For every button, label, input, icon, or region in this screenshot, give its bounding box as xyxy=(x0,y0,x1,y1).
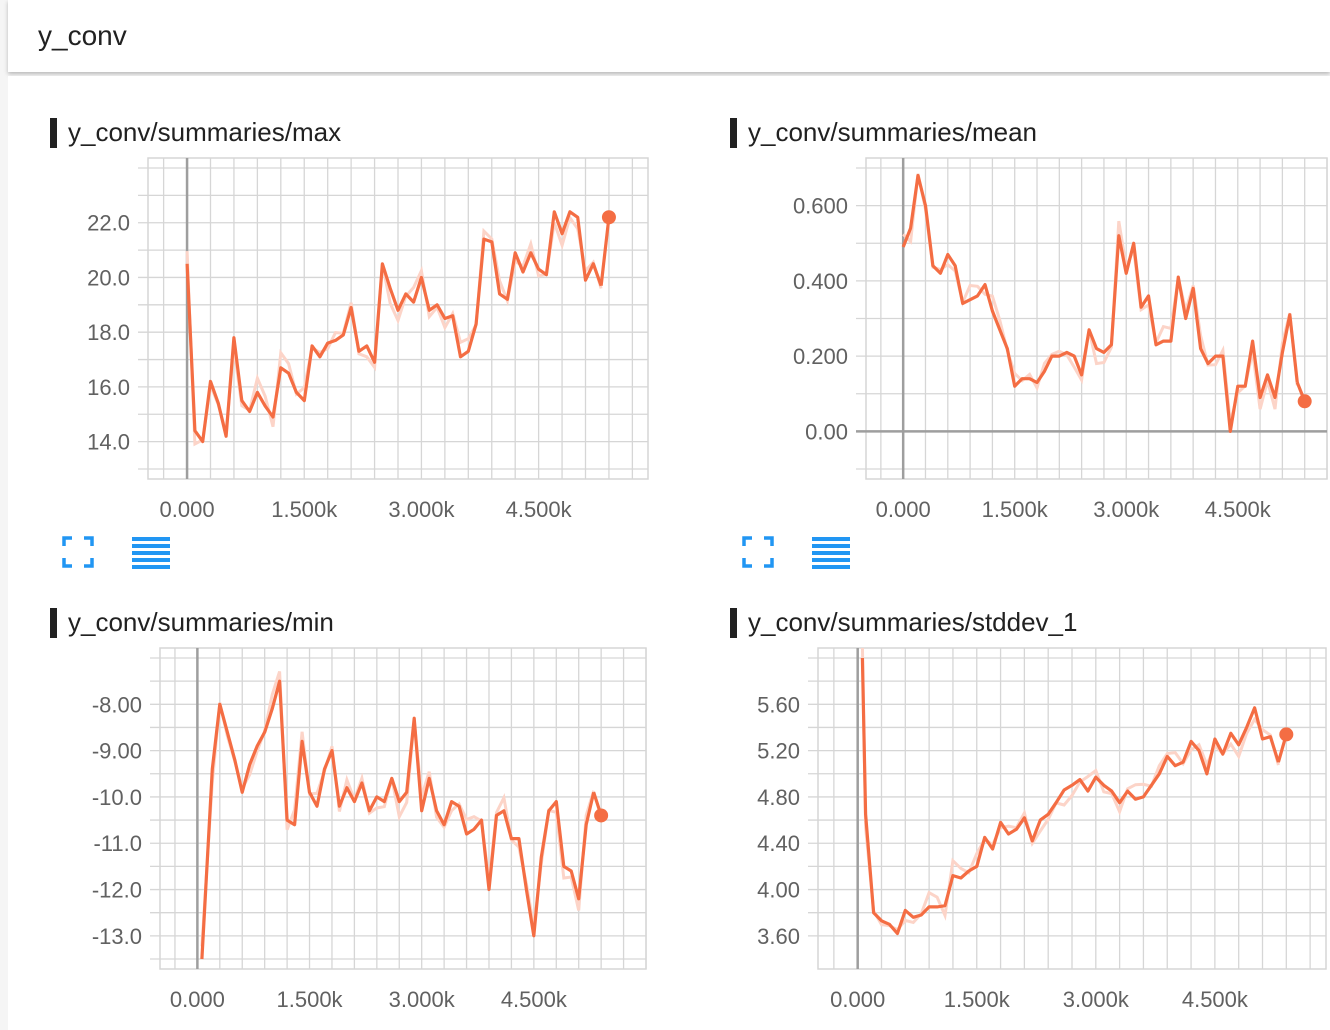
grid xyxy=(150,648,647,969)
data-icon-bar xyxy=(812,565,850,569)
x-tick-label: 0.000 xyxy=(170,987,225,1012)
last-point-marker xyxy=(601,210,616,225)
fit-domain-button[interactable] xyxy=(62,536,94,568)
series-line xyxy=(901,173,1299,433)
chart-title: y_conv/summaries/min xyxy=(50,606,334,638)
x-tick-label: 3.000k xyxy=(388,497,455,522)
series-line-end xyxy=(599,217,611,286)
raw-series-line xyxy=(200,671,596,947)
data-icon-bar xyxy=(132,551,170,555)
last-point-marker xyxy=(1297,394,1312,409)
plot-border xyxy=(159,647,647,970)
last-point-marker xyxy=(594,808,609,823)
chart-panel-stddev: y_conv/summaries/stddev_1 3.60 4.00 4.40 4.… xyxy=(730,606,1330,1030)
series-line xyxy=(860,657,1280,936)
data-icon-bar xyxy=(812,558,850,562)
y-tick-label: 18.0 xyxy=(87,320,130,345)
chart-plot[interactable]: 14.0 16.0 18.0 20.0 22.0 0.000 1.500k 3.000k 4.5… xyxy=(50,146,650,536)
section-header[interactable]: y_conv xyxy=(8,0,1330,72)
chart-svg-max[interactable]: 14.0 16.0 18.0 20.0 22.0 0.000 1.500k 3.000k 4.5… xyxy=(50,146,650,536)
data-icon-bar xyxy=(132,537,170,541)
x-tick-label: 4.500k xyxy=(1182,987,1249,1012)
data-icon-bar xyxy=(132,565,170,569)
y-tick-label: 5.60 xyxy=(757,692,800,717)
y-tick-label: 5.20 xyxy=(757,739,800,764)
y-tick-label: 14.0 xyxy=(87,430,130,455)
plot-border xyxy=(817,647,1327,970)
chart-plot[interactable]: 3.60 4.00 4.40 4.80 5.20 5.60 0.000 1.500k 3.000… xyxy=(730,636,1330,1030)
x-tick-label: 0.000 xyxy=(876,497,931,522)
x-tick-label: 1.500k xyxy=(982,497,1049,522)
data-icon-bar xyxy=(812,537,850,541)
y-tick-label: 16.0 xyxy=(87,375,130,400)
y-tick-label: 0.200 xyxy=(793,344,848,369)
grid xyxy=(808,648,1326,969)
data-table-button[interactable] xyxy=(132,536,170,570)
x-tick-label: 4.500k xyxy=(501,987,568,1012)
chart-svg-min[interactable]: -13.0 -12.0 -11.0 -10.0 -9.00 -8.00 0.000 1.500… xyxy=(50,636,650,1030)
grid xyxy=(138,158,648,479)
grid xyxy=(856,158,1328,479)
x-tick-label: 4.500k xyxy=(506,497,573,522)
x-tick-label: 3.000k xyxy=(1093,497,1160,522)
plot-border xyxy=(147,157,649,480)
fit-icon-shape xyxy=(742,536,774,568)
chart-title: y_conv/summaries/stddev_1 xyxy=(730,606,1077,638)
data-icon-bar xyxy=(132,544,170,548)
series-line xyxy=(185,210,603,444)
data-icon-bar xyxy=(812,551,850,555)
x-tick-label: 1.500k xyxy=(271,497,338,522)
x-tick-label: 3.000k xyxy=(389,987,456,1012)
y-tick-label: 0.400 xyxy=(793,269,848,294)
data-table-button[interactable] xyxy=(812,536,850,570)
plot-border xyxy=(865,157,1328,480)
fit-domain-icon xyxy=(742,536,774,568)
y-tick-label: 0.00 xyxy=(805,419,848,444)
fit-domain-icon xyxy=(62,536,94,568)
y-tick-label: 22.0 xyxy=(87,211,130,236)
y-tick-label: 3.60 xyxy=(757,924,800,949)
y-tick-label: -9.00 xyxy=(92,739,142,764)
section-title: y_conv xyxy=(38,20,127,51)
y-tick-label: -11.0 xyxy=(93,831,142,856)
chart-panel-min: y_conv/summaries/min -13.0 -12.0 -11.0 -10.… xyxy=(50,606,650,1030)
y-tick-label: 4.40 xyxy=(757,831,800,856)
chart-svg-mean[interactable]: 0.00 0.200 0.400 0.600 0.000 1.500k 3.000k 4.50… xyxy=(730,146,1330,536)
chart-panel-mean: y_conv/summaries/mean 0.00 0.200 0.400 0.60… xyxy=(730,116,1330,586)
y-tick-label: 0.600 xyxy=(793,194,848,219)
y-tick-label: -13.0 xyxy=(92,924,142,949)
series-line xyxy=(200,679,596,960)
charts-area: y_conv/summaries/max 14.0 16.0 18.0 20.0 22.… xyxy=(8,76,1330,1030)
chart-title: y_conv/summaries/mean xyxy=(730,116,1037,148)
y-tick-label: 4.00 xyxy=(757,878,800,903)
chart-svg-stddev[interactable]: 3.60 4.00 4.40 4.80 5.20 5.60 0.000 1.500k 3.000… xyxy=(730,636,1330,1030)
fit-icon-shape xyxy=(62,536,94,568)
x-tick-label: 4.500k xyxy=(1205,497,1272,522)
data-table-icon xyxy=(812,537,850,569)
x-tick-label: 1.500k xyxy=(944,987,1011,1012)
x-tick-label: 0.000 xyxy=(830,987,885,1012)
x-tick-label: 1.500k xyxy=(277,987,344,1012)
chart-plot[interactable]: -13.0 -12.0 -11.0 -10.0 -9.00 -8.00 0.000 1.500… xyxy=(50,636,650,1030)
chart-panel-max: y_conv/summaries/max 14.0 16.0 18.0 20.0 22.… xyxy=(50,116,650,586)
y-tick-label: 20.0 xyxy=(87,265,130,290)
fit-domain-button[interactable] xyxy=(742,536,774,568)
data-table-icon xyxy=(132,537,170,569)
y-tick-label: -10.0 xyxy=(92,785,142,810)
x-tick-label: 0.000 xyxy=(160,497,215,522)
chart-title: y_conv/summaries/max xyxy=(50,116,341,148)
chart-plot[interactable]: 0.00 0.200 0.400 0.600 0.000 1.500k 3.000k 4.50… xyxy=(730,146,1330,536)
y-tick-label: -8.00 xyxy=(92,692,142,717)
x-tick-label: 3.000k xyxy=(1063,987,1130,1012)
raw-series-line xyxy=(185,214,603,447)
data-icon-bar xyxy=(812,544,850,548)
last-point-marker xyxy=(1279,727,1294,742)
y-tick-label: -12.0 xyxy=(92,878,142,903)
data-icon-bar xyxy=(132,558,170,562)
y-tick-label: 4.80 xyxy=(757,785,800,810)
